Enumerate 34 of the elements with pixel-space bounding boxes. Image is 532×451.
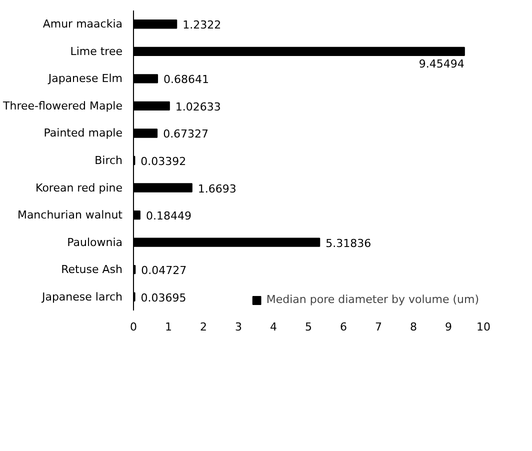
y-tick-label: Manchurian walnut bbox=[17, 208, 124, 222]
x-tick-label: 10 bbox=[476, 320, 490, 334]
data-label: 5.31836 bbox=[326, 236, 372, 250]
x-tick-label: 6 bbox=[340, 320, 347, 334]
y-tick-label: Japanese larch bbox=[40, 290, 123, 304]
data-label: 0.18449 bbox=[146, 210, 192, 223]
x-tick-label: 2 bbox=[200, 320, 207, 334]
y-tick-label: Amur maackia bbox=[42, 18, 123, 31]
data-label: 0.03392 bbox=[140, 155, 186, 168]
y-tick-label: Japanese Elm bbox=[47, 72, 123, 86]
y-tick-label: Korean red pine bbox=[36, 181, 123, 194]
x-tick-label: 0 bbox=[130, 320, 137, 334]
data-label: 1.2322 bbox=[182, 18, 222, 32]
x-tick-label: 4 bbox=[270, 320, 277, 334]
x-tick-label: 9 bbox=[445, 320, 452, 334]
y-tick-label: Retuse Ash bbox=[61, 263, 123, 276]
x-tick-label: 1 bbox=[165, 320, 172, 334]
y-tick-label: Painted maple bbox=[44, 126, 123, 140]
x-tick-label: 5 bbox=[305, 320, 312, 334]
data-label: 0.03695 bbox=[140, 291, 186, 304]
data-label: 9.45494 bbox=[418, 57, 464, 70]
y-tick-label: Three-flowered Maple bbox=[2, 99, 123, 112]
data-label: 0.68641 bbox=[164, 73, 210, 86]
data-label: 0.04727 bbox=[141, 264, 187, 278]
x-tick-label: 8 bbox=[410, 320, 417, 334]
data-label: 0.67327 bbox=[163, 128, 209, 141]
x-tick-label: 3 bbox=[235, 320, 242, 334]
y-tick-label: Paulownia bbox=[67, 236, 123, 249]
data-label: 1.6693 bbox=[198, 182, 236, 196]
legend-label: Median pore diameter by volume (um) bbox=[266, 293, 479, 306]
y-tick-label: Birch bbox=[94, 154, 123, 167]
y-tick-label: Lime tree bbox=[70, 44, 123, 58]
x-tick-label: 7 bbox=[375, 320, 382, 334]
data-label: 1.02633 bbox=[175, 100, 221, 114]
